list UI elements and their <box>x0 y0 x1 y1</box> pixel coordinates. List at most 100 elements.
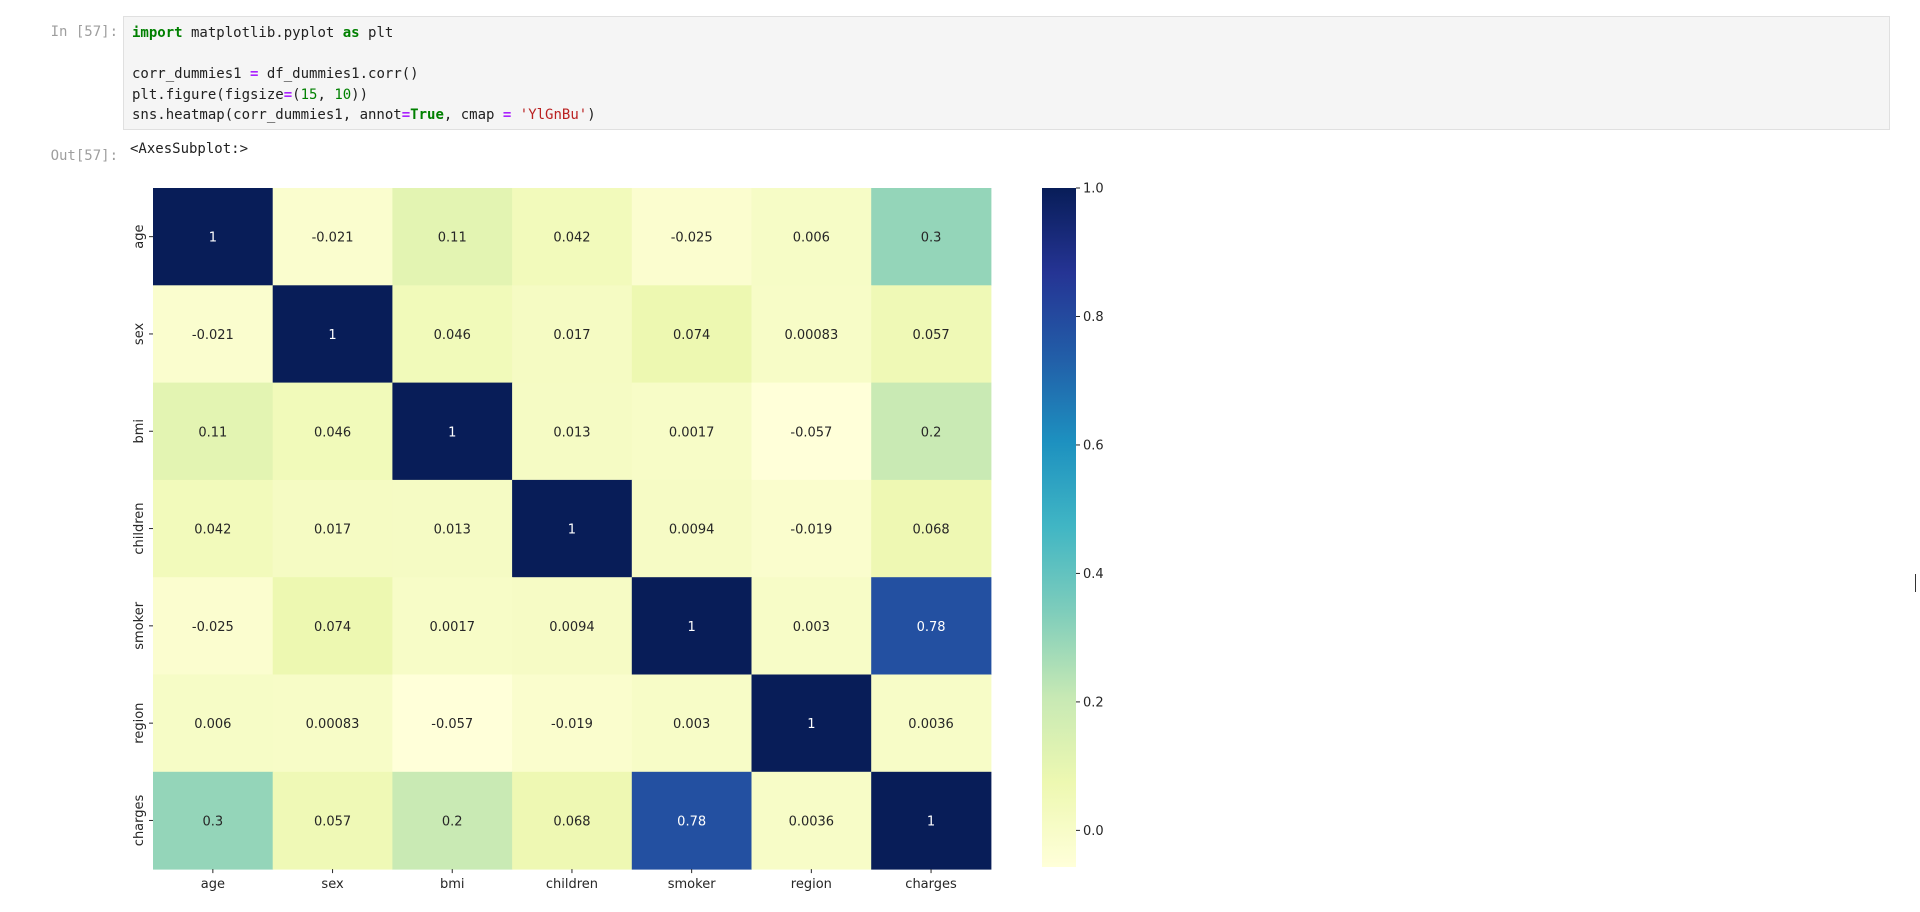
output-text: <AxesSubplot:> <box>130 141 249 157</box>
cell-annotation: 0.0036 <box>908 717 954 732</box>
cell-annotation: 0.003 <box>793 620 830 635</box>
heatmap-cell <box>153 382 274 481</box>
x-tick-label: age <box>201 877 225 892</box>
cell-annotation: 0.11 <box>198 425 227 440</box>
code-line: sns.heatmap(corr_dummies1, annot=True, c… <box>132 105 1881 126</box>
heatmap-cells <box>153 188 992 870</box>
cell-annotation: 0.2 <box>921 425 942 440</box>
heatmap-cell <box>751 285 872 384</box>
heatmap-cell <box>272 577 393 675</box>
code-token: ) <box>587 107 596 123</box>
x-tick-label: children <box>546 877 598 892</box>
heatmap-cell <box>392 479 513 578</box>
heatmap-cell <box>153 771 274 870</box>
code-token: = <box>401 107 411 123</box>
y-axis-ticks: age sex bmi children smoker region charges <box>132 225 153 846</box>
heatmap-cell <box>512 577 633 675</box>
code-token: = <box>502 107 512 123</box>
cell-annotation: 0.2 <box>442 814 463 829</box>
cell-annotation: 0.042 <box>194 523 231 538</box>
heatmap-cell <box>512 382 633 481</box>
heatmap-cell <box>272 285 393 384</box>
colorbar-tick-label: 0.0 <box>1083 824 1104 839</box>
cell-annotation: 0.057 <box>912 328 949 343</box>
heatmap-cell <box>392 577 513 675</box>
x-tick-label: smoker <box>668 877 716 892</box>
cell-annotation: 0.00083 <box>306 717 360 732</box>
heatmap-cell <box>512 479 633 578</box>
cell-annotation: 0.0094 <box>669 523 715 538</box>
x-tick-label: bmi <box>440 877 465 892</box>
heatmap-cell <box>392 285 513 384</box>
cell-annotation: 0.017 <box>314 523 351 538</box>
code-token: matplotlib.pyplot <box>182 25 343 41</box>
heatmap-cell <box>631 285 752 384</box>
cell-annotation: 0.017 <box>553 328 590 343</box>
heatmap-cell <box>871 577 992 675</box>
output-prompt: Out[57]: <box>50 148 118 164</box>
x-tick-label: charges <box>905 877 957 892</box>
text-cursor <box>1915 574 1916 592</box>
code-token: )) <box>351 86 369 103</box>
code-token: plt <box>359 25 394 41</box>
heatmap-cell <box>871 382 992 481</box>
heatmap-cell <box>631 382 752 481</box>
colorbar-ticks: 0.0 0.2 0.4 0.6 0.8 1.0 <box>1076 182 1104 839</box>
heatmap-cell <box>153 285 274 384</box>
cell-annotation: 0.003 <box>673 717 710 732</box>
code-line: corr_dummies1 = df_dummies1.corr() <box>132 64 1881 85</box>
heatmap-cell <box>153 674 274 773</box>
heatmap-cell <box>272 382 393 481</box>
cell-annotation: -0.025 <box>671 231 713 246</box>
code-token: ( <box>292 86 301 103</box>
y-tick-label: smoker <box>132 601 147 649</box>
heatmap-cell <box>631 577 752 675</box>
heatmap-cell <box>392 188 513 286</box>
cell-annotation: -0.021 <box>192 328 234 343</box>
cell-annotation: 0.057 <box>314 814 351 829</box>
heatmap-cell <box>751 188 872 286</box>
heatmap-cell <box>392 771 513 870</box>
heatmap-cell <box>272 188 393 286</box>
heatmap-cell <box>631 771 752 870</box>
x-tick-label: sex <box>321 877 344 892</box>
y-tick-label: age <box>132 225 147 249</box>
cell-annotation: 0.068 <box>912 523 949 538</box>
cell-annotation: -0.019 <box>790 523 832 538</box>
code-token: as <box>342 25 360 41</box>
code-editor[interactable]: import matplotlib.pyplot as plt corr_dum… <box>123 16 1890 130</box>
colorbar <box>1042 188 1076 867</box>
cell-annotation: 0.78 <box>677 814 706 829</box>
code-token: 15 <box>300 86 318 103</box>
heatmap-cell <box>392 382 513 481</box>
code-token: = <box>283 86 293 103</box>
cell-annotation: 0.013 <box>553 425 590 440</box>
colorbar-tick-label: 1.0 <box>1083 182 1104 197</box>
cell-annotation: 0.046 <box>434 328 471 343</box>
heatmap-cell <box>512 674 633 773</box>
code-token: corr_dummies1 <box>132 66 251 82</box>
cell-annotation: 1 <box>807 717 815 732</box>
heatmap-cell <box>871 188 992 286</box>
y-tick-label: children <box>132 502 147 554</box>
cell-annotation: 1 <box>927 814 935 829</box>
code-token: 'YlGnBu' <box>519 107 588 123</box>
code-token: , cmap <box>443 107 503 123</box>
cell-annotation: 1 <box>688 620 696 635</box>
heatmap-cell <box>871 771 992 870</box>
cell-annotation: -0.019 <box>551 717 593 732</box>
heatmap-cell <box>272 479 393 578</box>
heatmap-cell <box>751 479 872 578</box>
heatmap-cell <box>153 188 274 286</box>
heatmap-cell <box>871 285 992 384</box>
cell-annotation: 0.00083 <box>784 328 838 343</box>
code-token: df_dummies1.corr() <box>258 66 419 82</box>
heatmap-cell <box>153 479 274 578</box>
cell-annotation: 0.068 <box>553 814 590 829</box>
cell-annotation: -0.025 <box>192 620 234 635</box>
y-tick-label: bmi <box>132 419 147 444</box>
code-line: import matplotlib.pyplot as plt <box>132 23 1881 44</box>
heatmap-cell <box>631 479 752 578</box>
x-axis-ticks: age sex bmi children smoker region charges <box>201 869 957 892</box>
